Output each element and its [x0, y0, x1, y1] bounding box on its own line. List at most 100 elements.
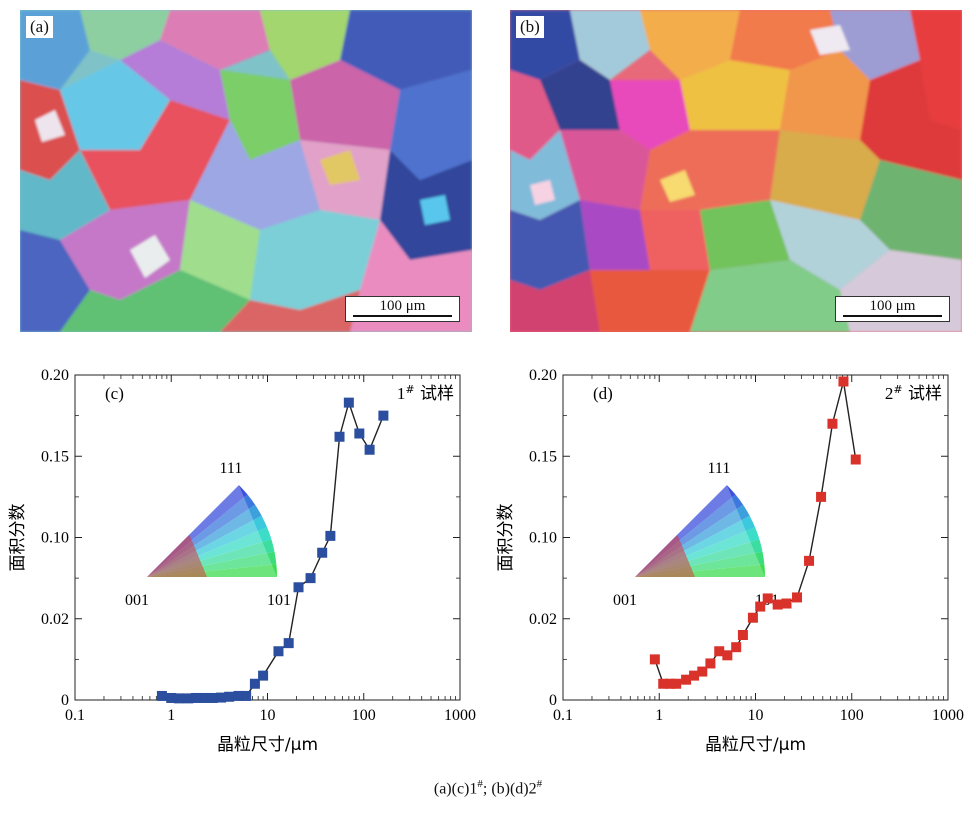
- y-tick-label-1: 0.02: [41, 611, 69, 628]
- data-point-19: [334, 431, 345, 442]
- data-point-23: [378, 410, 389, 421]
- data-point-1: [166, 692, 177, 703]
- data-point-9: [722, 650, 733, 661]
- ebsd-map-b: [510, 10, 962, 332]
- x-tick-label-1: 1: [167, 707, 175, 724]
- data-point-14: [762, 593, 773, 604]
- data-point-7: [705, 658, 716, 669]
- data-point-7: [216, 692, 227, 703]
- x-axis-label: 晶粒尺寸/μm: [217, 735, 318, 755]
- y-axis-label: 面积分数: [496, 504, 516, 572]
- data-point-9: [233, 690, 244, 701]
- sample-title-num: 2: [885, 384, 894, 403]
- data-point-17: [317, 547, 328, 558]
- data-point-17: [792, 592, 803, 603]
- data-point-21: [838, 376, 849, 387]
- caption-mid: ; (b)(d)2: [482, 780, 537, 798]
- data-point-20: [827, 418, 838, 429]
- data-point-12: [258, 670, 269, 681]
- x-axis-label: 晶粒尺寸/μm: [705, 735, 806, 755]
- ipf-label-111: 111: [220, 460, 243, 477]
- ipf-label-001: 001: [613, 592, 637, 609]
- data-point-3: [671, 678, 682, 689]
- scale-bar-b: 100 μm: [835, 296, 950, 322]
- data-point-0: [649, 654, 660, 665]
- scale-bar-a-line: [353, 315, 452, 317]
- x-tick-label-3: 100: [352, 707, 376, 724]
- data-point-19: [816, 491, 827, 502]
- data-point-13: [755, 601, 766, 612]
- x-tick-label-0: 0.1: [65, 707, 85, 724]
- data-point-12: [747, 612, 758, 623]
- sample-title: 2# 试样: [885, 383, 942, 404]
- data-point-4: [681, 674, 692, 685]
- sample-title-sup: #: [405, 383, 414, 396]
- y-tick-label-1: 0.02: [529, 611, 557, 628]
- x-tick-label-4: 1000: [444, 707, 476, 724]
- data-point-14: [283, 638, 294, 649]
- y-tick-label-2: 0.10: [529, 530, 557, 547]
- data-point-0: [156, 690, 167, 701]
- y-tick-label-0: 0: [549, 692, 557, 709]
- chart-d: 0.1 1 10 100 1000 0 0.02 0.10 0.15 0.20 晶粒尺寸/μm 面积分…: [488, 355, 976, 775]
- sample-title-text: 试样: [903, 384, 942, 404]
- data-point-4: [190, 692, 201, 703]
- y-tick-label-3: 0.15: [41, 448, 69, 465]
- data-point-2: [173, 693, 184, 704]
- data-point-3: [183, 693, 194, 704]
- sample-title-text: 试样: [415, 384, 454, 404]
- data-point-6: [207, 692, 218, 703]
- caption-sup-2: #: [536, 778, 543, 790]
- data-point-16: [781, 598, 792, 609]
- data-point-5: [199, 692, 210, 703]
- data-point-1: [658, 678, 669, 689]
- panel-label: (c): [105, 384, 124, 403]
- scale-bar-a-text: 100 μm: [379, 298, 426, 314]
- x-tick-label-2: 10: [748, 707, 764, 724]
- data-point-22: [364, 444, 375, 455]
- chart-d-svg: 0.1 1 10 100 1000 0 0.02 0.10 0.15 0.20 晶粒尺寸/μm 面积分…: [496, 367, 964, 755]
- figure-caption: (a)(c)1#; (b)(d)2#: [0, 778, 976, 798]
- data-point-10: [241, 690, 252, 701]
- data-point-8: [224, 691, 235, 702]
- sample-title-num: 1: [397, 384, 406, 403]
- x-tick-label-1: 1: [655, 707, 663, 724]
- ebsd-map-a: [20, 10, 472, 332]
- data-point-11: [737, 630, 748, 640]
- chart-c-svg: 0.1 1 10 100 1000 0 0.02 0.10 0.15 0.20 晶粒尺寸/μm 面积分…: [8, 367, 476, 755]
- data-point-22: [850, 454, 861, 465]
- y-tick-label-0: 0: [61, 692, 69, 709]
- ipf-label-001: 001: [125, 592, 149, 609]
- sample-title-sup: #: [893, 383, 902, 396]
- panel-label: (d): [593, 384, 613, 403]
- data-point-5: [689, 670, 700, 681]
- data-point-21: [354, 428, 365, 439]
- y-tick-label-4: 0.20: [41, 367, 69, 384]
- data-point-16: [305, 573, 316, 584]
- data-point-10: [731, 642, 742, 653]
- chart-c: 0.1 1 10 100 1000 0 0.02 0.10 0.15 0.20 晶粒尺寸/μm 面积分…: [0, 355, 488, 775]
- data-point-20: [343, 397, 354, 408]
- ipf-red-corner: [635, 534, 695, 577]
- micrograph-a: (a) 100 μm: [20, 10, 472, 332]
- y-axis-label: 面积分数: [8, 504, 28, 572]
- data-point-15: [772, 599, 783, 610]
- ipf-red-corner: [147, 534, 207, 577]
- x-tick-label-2: 10: [260, 707, 276, 724]
- data-point-8: [714, 646, 725, 657]
- micrograph-b: (b) 100 μm: [510, 10, 962, 332]
- data-point-2: [665, 678, 676, 689]
- micrograph-b-label: (b): [516, 16, 544, 38]
- y-tick-label-3: 0.15: [529, 448, 557, 465]
- sample-title: 1# 试样: [397, 383, 454, 404]
- data-point-6: [697, 666, 708, 677]
- y-tick-label-2: 0.10: [41, 530, 69, 547]
- x-tick-label-4: 1000: [932, 707, 964, 724]
- data-point-11: [249, 678, 260, 689]
- data-point-13: [273, 646, 284, 657]
- scale-bar-b-text: 100 μm: [869, 298, 916, 314]
- scale-bar-b-line: [843, 315, 942, 317]
- data-point-15: [293, 582, 304, 593]
